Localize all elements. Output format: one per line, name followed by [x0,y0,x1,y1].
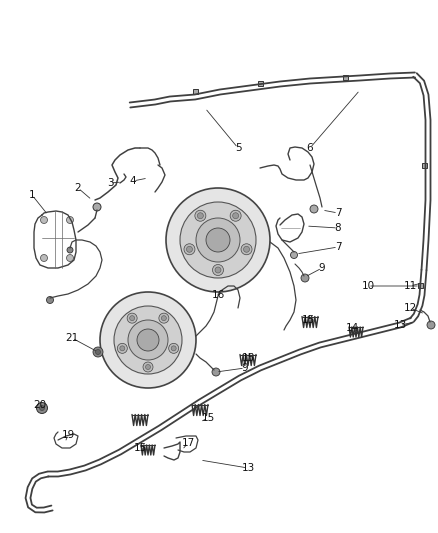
Bar [417,282,423,287]
Circle shape [39,406,45,410]
Circle shape [159,313,169,323]
Circle shape [169,343,179,353]
Circle shape [427,321,435,329]
Circle shape [215,267,221,273]
Text: 15: 15 [134,443,147,453]
Circle shape [40,216,47,223]
Circle shape [212,368,220,376]
Circle shape [145,365,151,369]
Text: 15: 15 [201,413,215,423]
Circle shape [114,306,182,374]
Text: 12: 12 [403,303,417,313]
Circle shape [184,244,195,255]
Circle shape [143,362,153,372]
Circle shape [137,329,159,351]
Text: 4: 4 [130,176,136,186]
Circle shape [67,247,73,253]
Circle shape [290,252,297,259]
Text: 20: 20 [33,400,46,410]
Text: 9: 9 [319,263,325,273]
Circle shape [93,347,103,357]
Circle shape [67,216,74,223]
Text: 9: 9 [242,363,248,373]
Circle shape [187,246,192,252]
Text: 7: 7 [335,242,341,252]
Circle shape [117,343,127,353]
Circle shape [230,210,241,221]
Circle shape [241,244,252,255]
Text: 13: 13 [241,463,254,473]
Text: 5: 5 [235,143,241,153]
Circle shape [233,213,239,219]
Circle shape [171,346,176,351]
Circle shape [206,228,230,252]
Circle shape [195,210,206,221]
Bar [258,80,262,85]
Text: 11: 11 [403,281,417,291]
Circle shape [161,316,166,321]
Text: 16: 16 [212,290,225,300]
Circle shape [100,292,196,388]
Circle shape [36,402,47,414]
Circle shape [166,188,270,292]
Text: 2: 2 [75,183,81,193]
Circle shape [310,205,318,213]
Text: 17: 17 [181,438,194,448]
Text: 1: 1 [28,190,35,200]
Circle shape [120,346,125,351]
Bar [343,75,347,79]
Circle shape [196,218,240,262]
Circle shape [301,274,309,282]
Circle shape [180,202,256,278]
Circle shape [95,350,100,354]
Text: 21: 21 [65,333,79,343]
Circle shape [198,213,203,219]
Text: 15: 15 [301,315,314,325]
Circle shape [67,254,74,262]
Text: 8: 8 [335,223,341,233]
Circle shape [212,264,223,276]
Text: 3: 3 [107,178,113,188]
Text: 6: 6 [307,143,313,153]
Text: 7: 7 [335,208,341,218]
Circle shape [244,246,250,252]
Bar [192,88,198,93]
Circle shape [93,203,101,211]
Bar [421,163,427,167]
Circle shape [127,313,137,323]
Circle shape [46,296,53,303]
Text: 13: 13 [393,320,406,330]
Text: 10: 10 [361,281,374,291]
Circle shape [128,320,168,360]
Text: 19: 19 [61,430,74,440]
Text: 15: 15 [241,353,254,363]
Text: 14: 14 [346,323,359,333]
Circle shape [40,254,47,262]
Circle shape [130,316,134,321]
